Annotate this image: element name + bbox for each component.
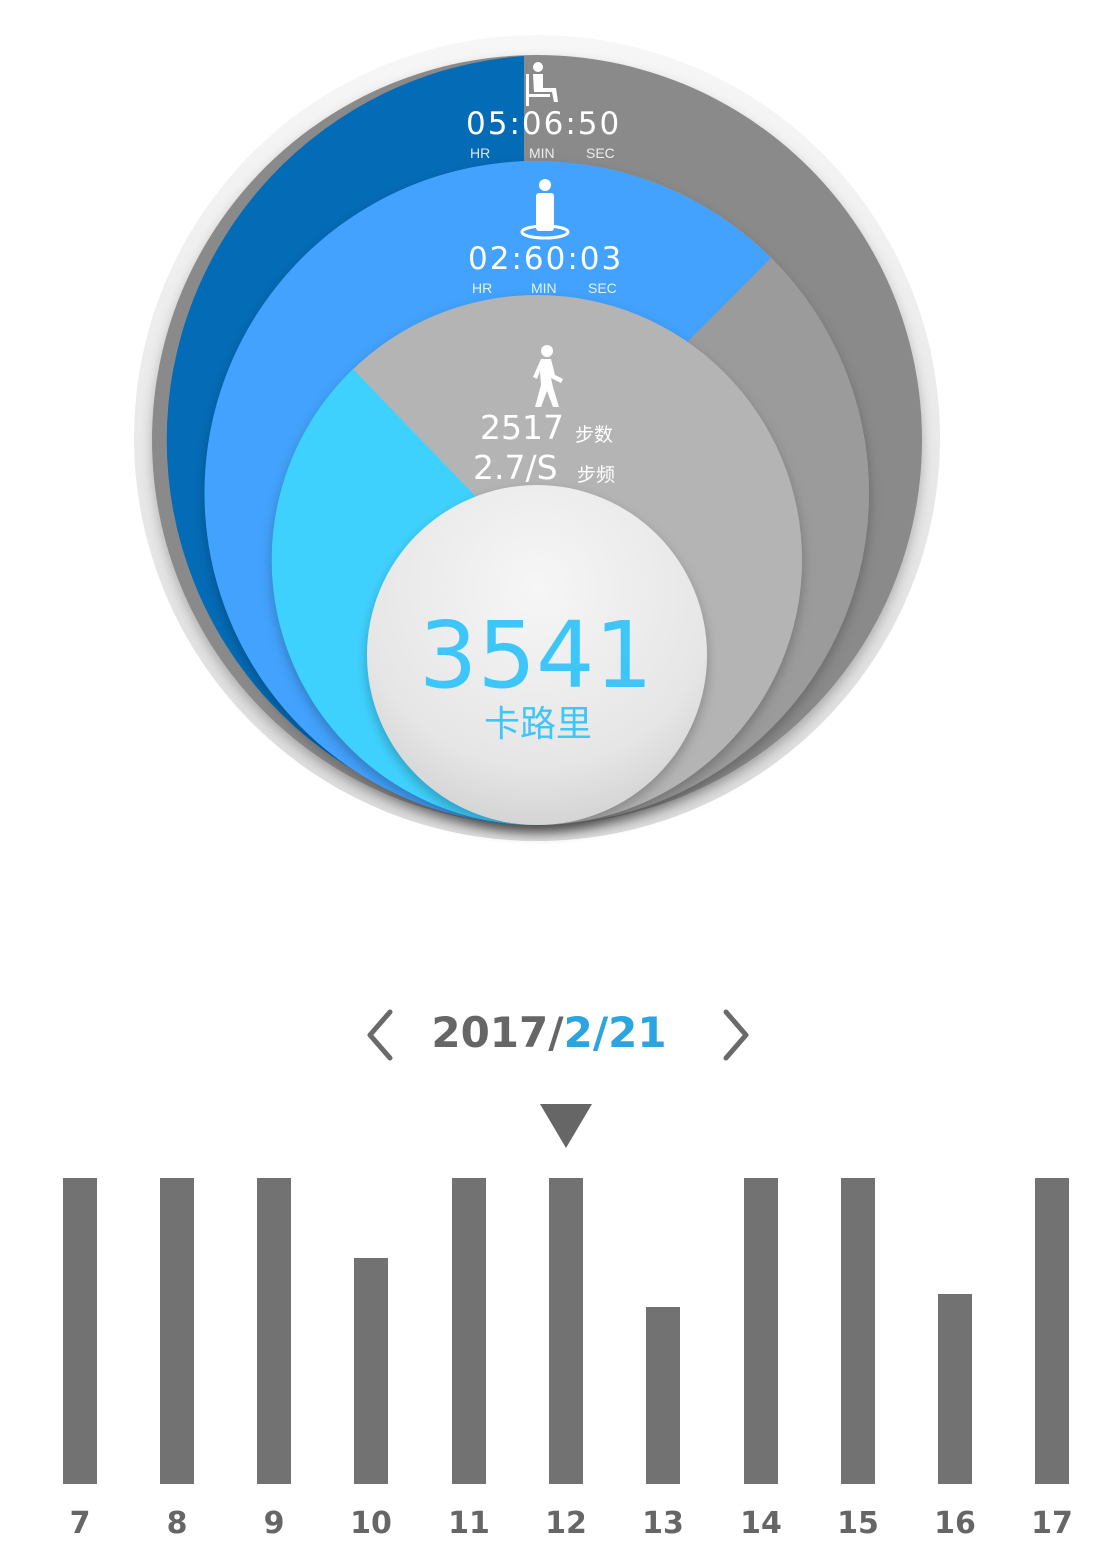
x-tick-label: 9	[263, 1506, 285, 1541]
x-tick-label: 7	[69, 1506, 91, 1541]
standing-time: 02:60:03	[468, 241, 624, 277]
bar-hour-10[interactable]	[354, 1258, 388, 1484]
chevron-right-icon	[723, 1009, 749, 1061]
bar-hour-14[interactable]	[744, 1178, 778, 1484]
bar-hour-13[interactable]	[646, 1307, 680, 1484]
date-display: 2017/2/21	[0, 1008, 1098, 1057]
activity-rings	[134, 35, 940, 841]
sitting-time: 05:06:50	[466, 106, 622, 142]
date-day: 21	[608, 1008, 667, 1057]
prev-day-button[interactable]	[362, 1008, 402, 1062]
sitting-min-label: MIN	[529, 145, 555, 161]
calorie-disc	[367, 485, 707, 825]
x-tick-label: 13	[642, 1506, 684, 1541]
sitting-person-icon	[526, 62, 558, 106]
bar-hour-8[interactable]	[160, 1178, 194, 1484]
x-tick-label: 17	[1031, 1506, 1073, 1541]
triangle-down-icon	[540, 1104, 592, 1148]
x-tick-label: 12	[545, 1506, 587, 1541]
bar-hour-17[interactable]	[1035, 1178, 1069, 1484]
next-day-button[interactable]	[714, 1008, 754, 1062]
standing-min-label: MIN	[531, 280, 557, 296]
x-tick-label: 15	[837, 1506, 879, 1541]
x-tick-label: 8	[166, 1506, 188, 1541]
chevron-left-icon	[367, 1009, 393, 1061]
sitting-sec-label: SEC	[586, 145, 615, 161]
steps-label: 步数	[575, 424, 614, 446]
sitting-hr-label: HR	[470, 145, 491, 161]
date-sep: /	[592, 1008, 609, 1057]
bar-hour-12[interactable]	[549, 1178, 583, 1484]
cadence-label: 步频	[577, 464, 616, 486]
x-tick-label: 11	[448, 1506, 490, 1541]
date-month: 2	[563, 1008, 593, 1057]
standing-hr-label: HR	[472, 280, 493, 296]
cadence-value: 2.7/S	[473, 448, 558, 487]
bar-hour-15[interactable]	[841, 1178, 875, 1484]
steps-value: 2517	[480, 408, 564, 447]
bar-hour-16[interactable]	[938, 1294, 972, 1484]
standing-sec-label: SEC	[588, 280, 617, 296]
calories-label: 卡路里	[483, 704, 592, 745]
bar-hour-11[interactable]	[452, 1178, 486, 1484]
bar-hour-9[interactable]	[257, 1178, 291, 1484]
x-tick-label: 14	[740, 1506, 782, 1541]
walking-person-icon	[533, 345, 563, 407]
x-tick-label: 10	[350, 1506, 392, 1541]
standing-person-icon	[520, 179, 570, 240]
x-tick-label: 16	[934, 1506, 976, 1541]
calories-value: 3541	[418, 602, 654, 709]
bar-hour-7[interactable]	[63, 1178, 97, 1484]
date-year: 2017/	[431, 1008, 564, 1057]
